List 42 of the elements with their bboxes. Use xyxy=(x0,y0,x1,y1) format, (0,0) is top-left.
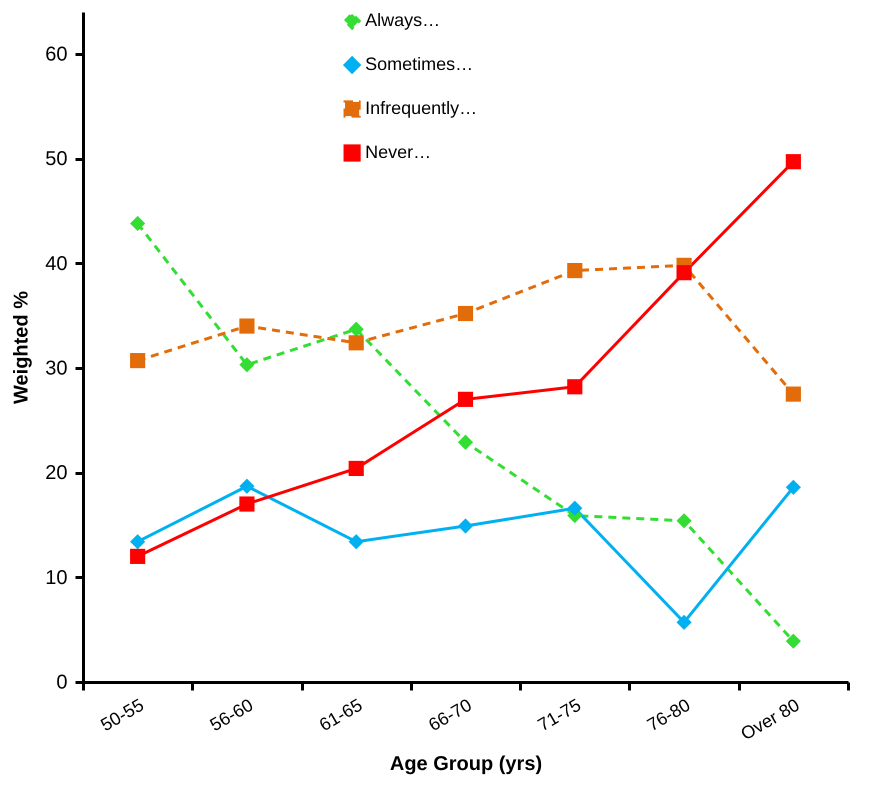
y-tick-label: 10 xyxy=(45,566,68,589)
point xyxy=(786,480,801,495)
point xyxy=(786,154,801,170)
point xyxy=(676,614,692,630)
point xyxy=(567,500,582,516)
point xyxy=(348,322,364,337)
point xyxy=(130,353,146,368)
x-axis-title: Age Group (yrs) xyxy=(390,753,542,776)
point xyxy=(239,478,255,494)
point xyxy=(567,262,582,278)
point xyxy=(130,216,146,232)
legend-label: Never… xyxy=(365,142,432,162)
y-tick-label: 30 xyxy=(45,357,68,380)
point xyxy=(676,513,692,528)
y-tick-label: 0 xyxy=(56,672,68,694)
y-tick-label: 20 xyxy=(45,462,68,484)
y-tick-label: 40 xyxy=(45,252,68,275)
point xyxy=(458,306,474,322)
point xyxy=(458,434,474,450)
point xyxy=(239,318,255,334)
point xyxy=(458,518,474,534)
point xyxy=(676,265,692,280)
point xyxy=(348,460,364,476)
point xyxy=(130,534,146,550)
point xyxy=(348,335,364,350)
x-tick-label: 66-70 xyxy=(425,694,475,736)
point xyxy=(239,496,255,512)
y-tick-label: 50 xyxy=(45,148,68,170)
y-axis-title: Weighted % xyxy=(10,290,32,404)
point xyxy=(786,386,801,402)
legend-label: Infrequently… xyxy=(365,98,478,118)
x-tick-label: Over 80 xyxy=(737,694,803,744)
point xyxy=(348,534,364,550)
point xyxy=(786,634,801,649)
point xyxy=(239,357,255,372)
legend-label: Always… xyxy=(365,10,440,30)
point xyxy=(130,548,146,564)
point xyxy=(458,392,474,407)
point xyxy=(567,379,582,394)
y-tick-label: 60 xyxy=(45,43,68,66)
legend-label: Sometimes… xyxy=(365,54,474,74)
x-tick-label: 76-80 xyxy=(644,694,694,736)
